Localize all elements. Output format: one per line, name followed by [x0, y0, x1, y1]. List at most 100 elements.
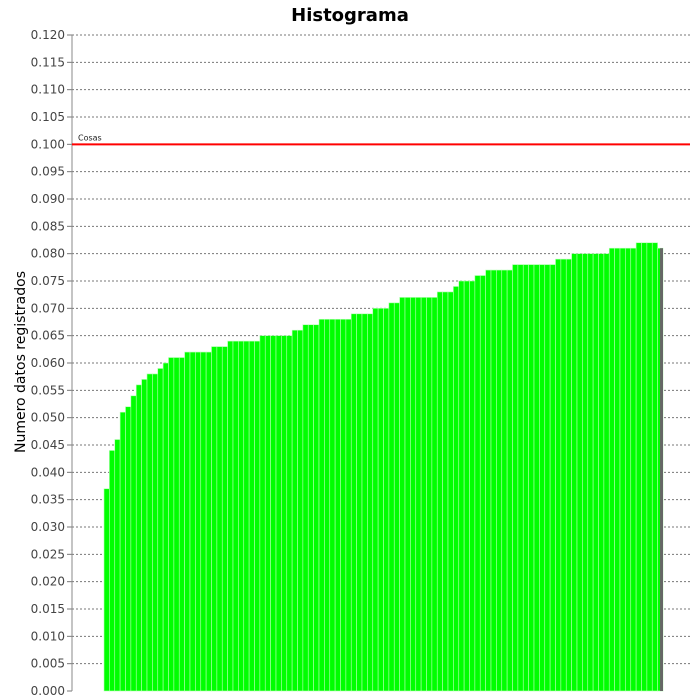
- histogram-bar: [318, 318, 325, 692]
- histogram-bar: [313, 324, 320, 692]
- histogram-bar: [383, 308, 390, 692]
- histogram-bar: [270, 335, 277, 692]
- histogram-bar: [506, 269, 513, 692]
- histogram-bar: [479, 275, 486, 692]
- y-tick-label: 0.010: [31, 629, 65, 643]
- y-tick-label: 0.080: [31, 247, 65, 261]
- y-tick-label: 0.075: [31, 274, 65, 288]
- histogram-bar: [221, 346, 228, 692]
- reference-line-group: Cosas: [72, 133, 690, 146]
- chart-title: Histograma: [291, 5, 409, 26]
- histogram-bar: [178, 357, 185, 692]
- histogram-bar: [635, 242, 642, 692]
- y-tick-label: 0.025: [31, 547, 65, 561]
- y-tick-label: 0.115: [31, 55, 65, 69]
- histogram-bar: [565, 258, 572, 692]
- histogram-bar: [109, 450, 116, 692]
- histogram-bar: [598, 253, 605, 692]
- histogram-bar: [490, 269, 497, 692]
- histogram-bar: [560, 258, 567, 692]
- histogram-bar: [324, 318, 331, 692]
- histogram-bar: [619, 247, 626, 692]
- histogram-bar: [291, 329, 298, 692]
- histogram-bar: [555, 258, 562, 692]
- histogram-bar: [496, 269, 503, 692]
- histogram-bar: [528, 264, 535, 692]
- histogram-bar: [307, 324, 314, 692]
- y-tick-label: 0.035: [31, 493, 65, 507]
- histogram-bar: [200, 351, 207, 692]
- y-axis: 0.000 0.005 0.010 0.015 0.020 0.025 0.030 0.035…: [31, 28, 73, 698]
- histogram-bar: [442, 291, 449, 692]
- histogram-bar: [238, 340, 245, 692]
- histogram-bar: [571, 253, 578, 692]
- histogram-bar: [603, 253, 610, 692]
- histogram-bar: [211, 346, 218, 692]
- histogram-bar: [651, 242, 658, 692]
- histogram-bar: [302, 324, 309, 692]
- histogram-bar: [286, 335, 293, 692]
- histogram-bar: [410, 297, 417, 692]
- histogram-bar: [103, 488, 110, 692]
- histogram-bar: [367, 313, 374, 692]
- histogram-bar: [399, 297, 406, 692]
- histogram-bar: [162, 362, 169, 692]
- bars: [103, 242, 664, 692]
- y-tick-label: 0.085: [31, 219, 65, 233]
- histogram-bar: [340, 318, 347, 692]
- histogram-bar: [345, 318, 352, 692]
- histogram-bar: [458, 280, 465, 692]
- histogram-bar: [431, 297, 438, 692]
- histogram-bar: [334, 318, 341, 692]
- histogram-bar: [195, 351, 202, 692]
- y-tick-label: 0.055: [31, 383, 65, 397]
- histogram-bar: [168, 357, 175, 692]
- histogram-bar: [539, 264, 546, 692]
- y-tick-label: 0.090: [31, 192, 65, 206]
- y-tick-label: 0.110: [31, 83, 65, 97]
- y-tick-label: 0.060: [31, 356, 65, 370]
- histogram-bar: [463, 280, 470, 692]
- histogram-bar: [512, 264, 519, 692]
- histogram-bar: [474, 275, 481, 692]
- histogram-bar: [420, 297, 427, 692]
- histogram-bar: [356, 313, 363, 692]
- histogram-bar: [372, 308, 379, 692]
- histogram-bar: [469, 280, 476, 692]
- histogram-bar: [388, 302, 395, 692]
- histogram-bar: [232, 340, 239, 692]
- histogram-bar: [576, 253, 583, 692]
- histogram-bar: [646, 242, 653, 692]
- histogram-bar: [415, 297, 422, 692]
- histogram-bar: [254, 340, 261, 692]
- histogram-bar: [281, 335, 288, 692]
- histogram-bar: [350, 313, 357, 692]
- histogram-bar: [533, 264, 540, 692]
- histogram-bar: [453, 286, 460, 692]
- y-tick-label: 0.045: [31, 438, 65, 452]
- histogram-bar: [125, 406, 132, 692]
- histogram-bar: [426, 297, 433, 692]
- reference-line-label: Cosas: [78, 133, 102, 142]
- y-tick-label: 0.100: [31, 137, 65, 151]
- histogram-bar: [275, 335, 282, 692]
- histogram-bar: [501, 269, 508, 692]
- histogram-bar: [114, 439, 121, 692]
- histogram-bar: [205, 351, 212, 692]
- histogram-bar: [625, 247, 632, 692]
- histogram-bar: [141, 379, 148, 692]
- y-tick-label: 0.120: [31, 28, 65, 42]
- histogram-bar: [119, 411, 126, 692]
- y-tick-label: 0.030: [31, 520, 65, 534]
- histogram-bar: [184, 351, 191, 692]
- histogram-bar: [587, 253, 594, 692]
- histogram-bar: [404, 297, 411, 692]
- y-tick-label: 0.015: [31, 602, 65, 616]
- histogram-bar: [544, 264, 551, 692]
- histogram-bar: [264, 335, 271, 692]
- histogram-bar: [522, 264, 529, 692]
- histogram-bar-shadow: [660, 248, 663, 691]
- y-tick-label: 0.000: [31, 684, 65, 698]
- histogram-bar: [248, 340, 255, 692]
